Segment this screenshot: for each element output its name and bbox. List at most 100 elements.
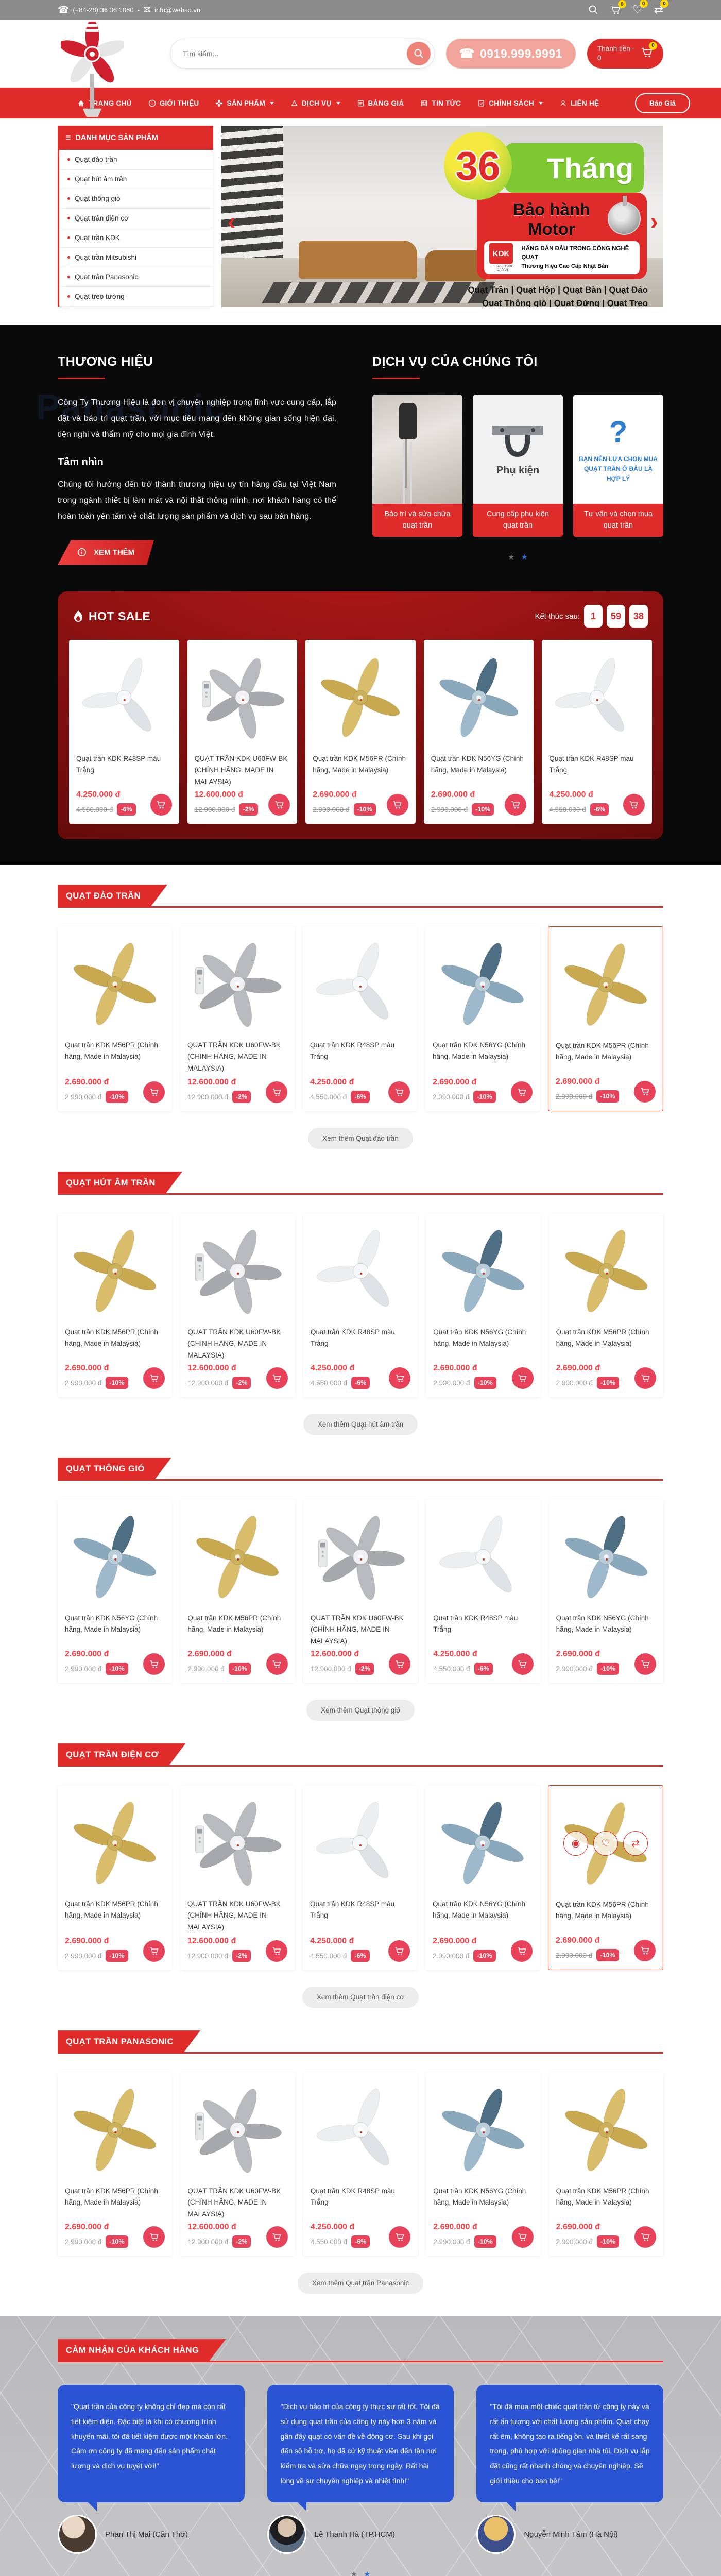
hero-banner[interactable]: ‹ › Tháng 36 Bảo hành Motor KDK SINCE 19… [221, 126, 663, 307]
quote-button[interactable]: Báo Giá [634, 93, 690, 113]
sidebar-item-quat-treo-tuong[interactable]: Quạt treo tường [59, 287, 213, 307]
add-to-cart-button[interactable] [511, 1940, 533, 1962]
product-card[interactable]: QUẠT TRẦN KDK U60FW-BK (CHÍNH HÃNG, MADE… [187, 640, 298, 824]
product-card[interactable]: ◉ ♡ ⇄ Quạt trần KDK M56PR (Chính hãng, Made… [548, 1785, 663, 1971]
product-name[interactable]: Quạt trần KDK M56PR (Chính hãng, Made in… [313, 755, 406, 774]
add-to-cart-button[interactable] [511, 1367, 534, 1389]
product-name[interactable]: QUẠT TRẦN KDK U60FW-BK (CHÍNH HÃNG, MADE… [187, 1900, 281, 1931]
product-name[interactable]: Quạt trần KDK M56PR (Chính hãng, Made in… [556, 1901, 649, 1920]
add-to-cart-button[interactable] [143, 1081, 165, 1104]
add-to-cart-button[interactable] [266, 2226, 288, 2248]
product-card[interactable]: Quạt trần KDK N56YG (Chính hãng, Made in… [548, 1499, 664, 1684]
search-input[interactable] [183, 49, 407, 58]
product-card[interactable]: QUẠT TRẦN KDK U60FW-BK (CHÍNH HÃNG, MADE… [180, 1785, 295, 1971]
add-to-cart-button[interactable] [386, 794, 408, 816]
view-more-button[interactable]: Xem thêm Quạt thông gió [306, 1700, 415, 1721]
product-card[interactable]: Quạt trần KDK N56YG (Chính hãng, Made in… [423, 640, 534, 824]
carousel-dot[interactable]: ★ [508, 552, 515, 562]
nav-item-pricelist[interactable]: BẢNG GIÁ [357, 99, 404, 107]
product-name[interactable]: Quạt trần KDK M56PR (Chính hãng, Made in… [556, 1042, 649, 1061]
product-name[interactable]: Quạt trần KDK N56YG (Chính hãng, Made in… [433, 1900, 526, 1920]
view-more-button[interactable]: Xem thêm Quạt trần điện cơ [302, 1987, 419, 2008]
product-card[interactable]: Quạt trần KDK M56PR (Chính hãng, Made in… [180, 1499, 295, 1684]
product-name[interactable]: QUẠT TRẦN KDK U60FW-BK (CHÍNH HÃNG, MADE… [187, 2187, 281, 2218]
product-name[interactable]: Quạt trần KDK N56YG (Chính hãng, Made in… [433, 1328, 526, 1348]
product-name[interactable]: QUẠT TRẦN KDK U60FW-BK (CHÍNH HÃNG, MADE… [187, 1328, 281, 1359]
nav-item-services[interactable]: DỊCH VỤ [290, 99, 340, 107]
product-name[interactable]: QUẠT TRẦN KDK U60FW-BK (CHÍNH HÃNG, MADE… [187, 1041, 281, 1072]
cart-total-button[interactable]: Thành tiền - 0 0 [587, 39, 663, 69]
add-to-cart-button[interactable] [511, 2226, 534, 2248]
product-card[interactable]: Quạt trần KDK N56YG (Chính hãng, Made in… [426, 1213, 541, 1398]
sidebar-item-quat-hut-am-tran[interactable]: Quạt hút âm trần [59, 170, 213, 189]
add-to-cart-button[interactable] [511, 1653, 534, 1675]
product-name[interactable]: Quạt trần KDK R48SP màu Trắng [433, 1614, 518, 1634]
product-name[interactable]: Quạt trần KDK M56PR (Chính hãng, Made in… [65, 1900, 158, 1920]
add-to-cart-button[interactable] [388, 1081, 410, 1104]
product-name[interactable]: Quạt trần KDK M56PR (Chính hãng, Made in… [556, 1328, 649, 1348]
view-more-button[interactable]: Xem thêm Quạt hút âm trần [303, 1414, 418, 1435]
product-name[interactable]: QUẠT TRẦN KDK U60FW-BK (CHÍNH HÃNG, MADE… [310, 1614, 404, 1645]
sidebar-item-quat-tran-mitsubishi[interactable]: Quạt trần Mitsubishi [59, 248, 213, 267]
carousel-dot[interactable]: ★ [521, 552, 528, 562]
nav-item-policy[interactable]: CHÍNH SÁCH [477, 99, 543, 107]
product-card[interactable]: Quạt trần KDK M56PR (Chính hãng, Made in… [305, 640, 416, 824]
nav-item-home[interactable]: TRANG CHỦ [77, 99, 132, 107]
product-name[interactable]: Quạt trần KDK R48SP màu Trắng [76, 755, 161, 774]
hotline-button[interactable]: ☎ 0919.999.9991 [445, 39, 576, 69]
sidebar-item-quat-dao-tran[interactable]: Quạt đảo trần [59, 150, 213, 170]
product-card[interactable]: QUẠT TRẦN KDK U60FW-BK (CHÍNH HÃNG, MADE… [180, 2072, 295, 2257]
product-name[interactable]: Quạt trần KDK R48SP màu Trắng [310, 1328, 395, 1348]
product-card[interactable]: Quạt trần KDK M56PR (Chính hãng, Made in… [548, 926, 663, 1112]
product-card[interactable]: Quạt trần KDK R48SP màu Trắng 4.250.000 đ… [69, 640, 179, 824]
compare-icon[interactable]: ⇄ 0 [654, 0, 668, 15]
topbar-email[interactable]: info@webso.vn [154, 6, 201, 14]
product-name[interactable]: Quạt trần KDK M56PR (Chính hãng, Made in… [556, 2187, 649, 2207]
product-card[interactable]: Quạt trần KDK N56YG (Chính hãng, Made in… [425, 926, 540, 1112]
quick-view-icon[interactable]: ◉ [563, 1831, 588, 1856]
slider-prev-icon[interactable]: ‹ [228, 207, 236, 234]
product-name[interactable]: Quạt trần KDK N56YG (Chính hãng, Made in… [65, 1614, 158, 1634]
add-to-cart-button[interactable] [634, 1940, 656, 1962]
add-to-cart-button[interactable] [143, 1653, 165, 1675]
sidebar-item-quat-tran-kdk[interactable]: Quạt trần KDK [59, 228, 213, 248]
product-name[interactable]: Quạt trần KDK N56YG (Chính hãng, Made in… [433, 1041, 526, 1061]
search-icon[interactable] [588, 5, 598, 15]
product-name[interactable]: Quạt trần KDK N56YG (Chính hãng, Made in… [556, 1614, 649, 1634]
service-card[interactable]: ? BẠN NÊN LỰA CHỌN MUA QUẠT TRẦN Ở ĐÂU L… [573, 395, 663, 537]
compare-icon[interactable]: ⇄ [623, 1831, 648, 1856]
product-card[interactable]: Quạt trần KDK R48SP màu Trắng 4.250.000 đ… [542, 640, 652, 824]
add-to-cart-button[interactable] [389, 1367, 411, 1389]
add-to-cart-button[interactable] [389, 1653, 411, 1675]
product-name[interactable]: Quạt trần KDK N56YG (Chính hãng, Made in… [431, 755, 524, 774]
add-to-cart-button[interactable] [266, 1081, 287, 1104]
product-card[interactable]: Quạt trần KDK M56PR (Chính hãng, Made in… [548, 2072, 664, 2257]
add-to-cart-button[interactable] [266, 1367, 288, 1389]
carousel-dot[interactable]: ★ [350, 2570, 357, 2576]
product-card[interactable]: Quạt trần KDK M56PR (Chính hãng, Made in… [548, 1213, 664, 1398]
add-to-cart-button[interactable] [634, 1653, 657, 1675]
nav-item-contact[interactable]: LIÊN HỆ [559, 99, 599, 107]
slider-next-icon[interactable]: › [650, 207, 658, 234]
product-card[interactable]: QUẠT TRẦN KDK U60FW-BK (CHÍNH HÃNG, MADE… [180, 926, 295, 1112]
add-to-cart-button[interactable] [143, 1940, 165, 1962]
add-to-cart-button[interactable] [268, 794, 290, 816]
product-name[interactable]: QUẠT TRẦN KDK U60FW-BK (CHÍNH HÃNG, MADE… [194, 755, 288, 786]
wishlist-heart-icon[interactable]: ♡ [593, 1831, 618, 1856]
search-button[interactable] [406, 42, 431, 65]
product-card[interactable]: Quạt trần KDK R48SP màu Trắng 4.250.000 đ… [303, 1785, 417, 1971]
cart-icon[interactable]: 0 [610, 0, 626, 15]
product-name[interactable]: Quạt trần KDK N56YG (Chính hãng, Made in… [433, 2187, 526, 2207]
product-card[interactable]: Quạt trần KDK R48SP màu Trắng 4.250.000 đ… [426, 1499, 541, 1684]
add-to-cart-button[interactable] [143, 2226, 165, 2248]
product-card[interactable]: QUẠT TRẦN KDK U60FW-BK (CHÍNH HÃNG, MADE… [180, 1213, 295, 1398]
product-card[interactable]: Quạt trần KDK R48SP màu Trắng 4.250.000 đ… [303, 926, 417, 1112]
product-name[interactable]: Quạt trần KDK M56PR (Chính hãng, Made in… [187, 1614, 281, 1634]
product-card[interactable]: Quạt trần KDK N56YG (Chính hãng, Made in… [425, 1785, 540, 1971]
product-card[interactable]: Quạt trần KDK M56PR (Chính hãng, Made in… [58, 926, 172, 1112]
add-to-cart-button[interactable] [634, 1367, 657, 1389]
add-to-cart-button[interactable] [623, 794, 645, 816]
carousel-dot[interactable]: ★ [364, 2570, 371, 2576]
add-to-cart-button[interactable] [505, 794, 527, 816]
product-card[interactable]: QUẠT TRẦN KDK U60FW-BK (CHÍNH HÃNG, MADE… [303, 1499, 418, 1684]
